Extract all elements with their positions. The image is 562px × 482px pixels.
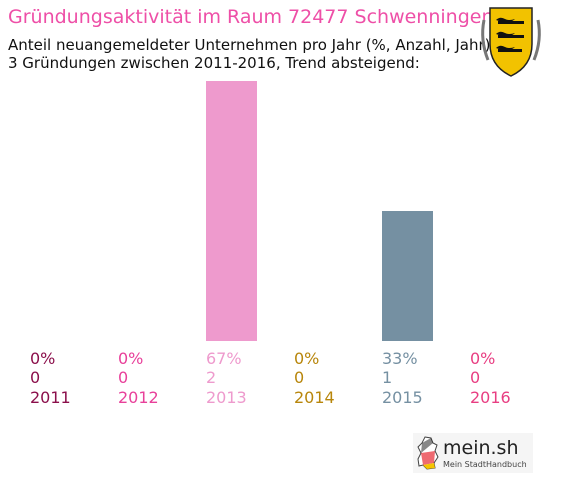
germany-map-icon [417,436,439,470]
percent-label-2013: 67% [206,349,242,368]
year-label-2016: 2016 [470,388,511,407]
year-label-2014: 2014 [294,388,335,407]
percent-label-2014: 0% [294,349,319,368]
bar-2015 [382,211,433,341]
coat-of-arms-icon [481,7,541,77]
bar-chart: 0%020110%0201267%220130%0201433%120150%0… [30,81,511,407]
percent-label-2015: 33% [382,349,418,368]
chart-subtitle-line-1: Anteil neuangemeldeter Unternehmen pro J… [8,36,491,54]
count-label-2015: 1 [382,368,392,387]
mein-sh-logo[interactable]: mein.sh Mein StadtHandbuch [413,433,533,473]
year-label-2015: 2015 [382,388,423,407]
percent-label-2016: 0% [470,349,495,368]
count-label-2014: 0 [294,368,304,387]
year-label-2013: 2013 [206,388,247,407]
year-label-2011: 2011 [30,388,71,407]
percent-label-2011: 0% [30,349,55,368]
chart-labels: 0%020110%0201267%220130%0201433%120150%0… [30,349,511,407]
logo-brand-text: mein.sh [443,437,519,459]
chart-subtitle-line-2: 3 Gründungen zwischen 2011-2016, Trend a… [8,54,420,72]
logo-tagline: Mein StadtHandbuch [443,460,527,469]
count-label-2011: 0 [30,368,40,387]
count-label-2012: 0 [118,368,128,387]
chart-bars [206,81,433,341]
percent-label-2012: 0% [118,349,143,368]
bar-2013 [206,81,257,341]
count-label-2016: 0 [470,368,480,387]
year-label-2012: 2012 [118,388,159,407]
count-label-2013: 2 [206,368,216,387]
chart-title: Gründungsaktivität im Raum 72477 Schwenn… [8,6,494,28]
